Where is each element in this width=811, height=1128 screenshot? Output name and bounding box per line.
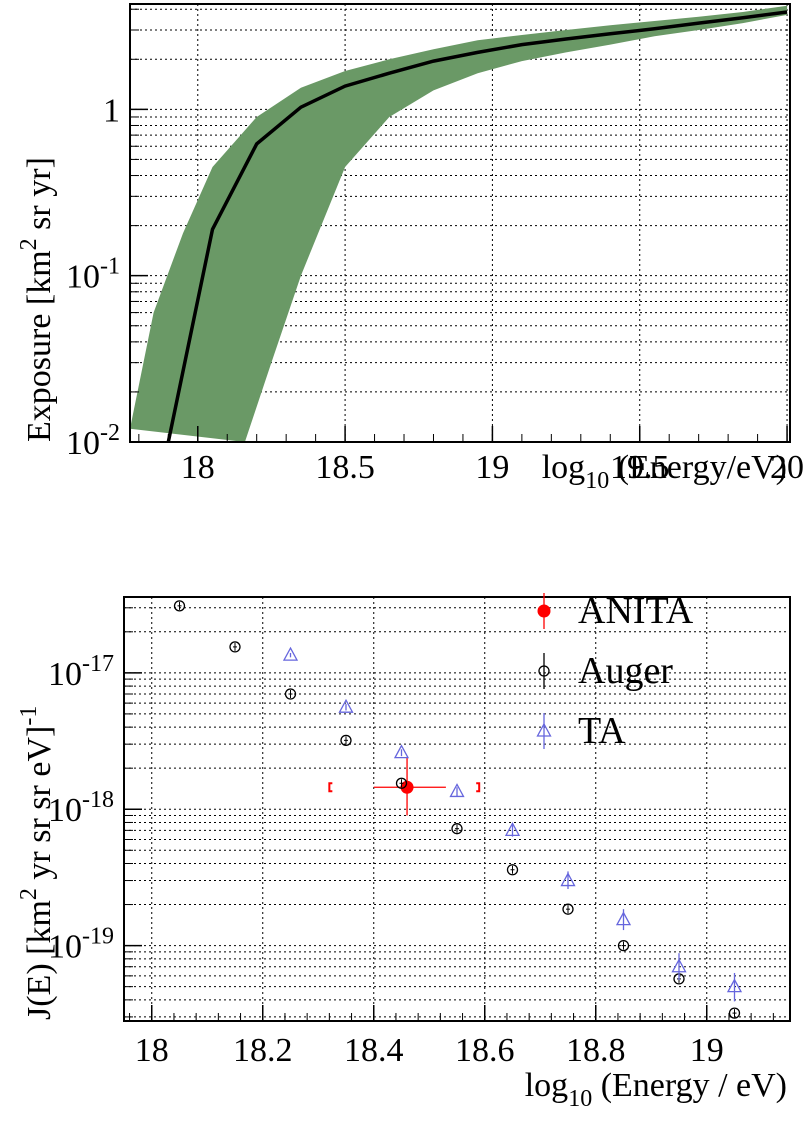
y-tick-label: 10-17 <box>48 651 114 693</box>
x-tick-label: 18.8 <box>566 1032 626 1069</box>
series-ta <box>282 646 743 1002</box>
legend-marker-auger <box>538 665 550 677</box>
ta-point <box>726 978 743 993</box>
exposure-central-layer <box>166 10 788 443</box>
y-tick-label: 10-1 <box>66 254 120 296</box>
auger-point <box>506 864 519 876</box>
legend-marker-anita <box>537 604 551 618</box>
ta-point <box>338 698 354 713</box>
series-anita <box>328 757 481 816</box>
ta-point <box>393 744 410 759</box>
y-tick-label: 10-18 <box>48 787 114 829</box>
ta-point <box>671 958 687 973</box>
y-tick-label: 10-19 <box>48 924 114 966</box>
legend-label-anita: ANITA <box>578 590 694 632</box>
legend: ANITA Auger TA <box>536 590 694 752</box>
auger-point <box>340 734 352 746</box>
ta-point <box>560 872 576 887</box>
exposure-uncertainty-band <box>130 5 788 442</box>
y-tick-label: 1 <box>103 92 120 129</box>
auger-point <box>617 939 630 952</box>
auger-point <box>173 600 186 612</box>
auger-point <box>562 903 574 915</box>
ta-point <box>504 821 521 837</box>
ta-point <box>449 783 465 798</box>
x-tick-label: 20 <box>770 449 804 486</box>
auger-point <box>451 823 463 835</box>
x-axis-title: log10 (Energy/eV) <box>542 449 787 494</box>
y-tick-label: 10-2 <box>66 420 120 462</box>
x-tick-label: 19.5 <box>610 449 670 486</box>
y-axis-title: J(E) [km2 yr sr sr eV]-1 <box>16 706 58 1020</box>
ta-point <box>615 911 632 926</box>
anita-systematic-bracket <box>328 782 333 793</box>
x-tick-label: 18 <box>181 449 215 486</box>
grid <box>124 597 790 1021</box>
x-tick-label: 19 <box>475 449 509 486</box>
x-tick-label: 18.4 <box>344 1032 404 1069</box>
exposure-band-layer <box>130 5 788 442</box>
data-points <box>173 600 743 1019</box>
x-tick-labels: 18 18.5 19 19.5 20 <box>181 449 804 486</box>
flux-chart: 18 18.2 18.4 18.6 18.8 19 10-17 10-18 10-19 ANI… <box>16 590 791 1112</box>
legend-label-ta: TA <box>578 710 626 752</box>
ta-point <box>282 646 299 661</box>
x-tick-labels: 18 18.2 18.4 18.6 18.8 19 <box>135 1032 724 1069</box>
x-tick-label: 18.2 <box>233 1032 293 1069</box>
x-tick-label: 18.5 <box>315 449 375 486</box>
x-tick-label: 18 <box>135 1032 169 1069</box>
x-axis-title: log10 (Energy / eV) <box>525 1067 787 1112</box>
x-tick-label: 19 <box>690 1032 724 1069</box>
axis-ticks <box>124 607 774 1021</box>
anita-systematic-bracket <box>476 782 481 793</box>
exposure-central-line <box>166 10 788 443</box>
y-axis-title: Exposure [km2 sr yr] <box>16 157 58 442</box>
x-tick-label: 18.6 <box>455 1032 515 1069</box>
axis-ticks <box>130 8 788 443</box>
y-tick-labels: 10-2 10-1 1 <box>66 92 120 462</box>
exposure-chart: 18 18.5 19 19.5 20 10-2 10-1 1 log10 (Energy/e… <box>16 3 804 494</box>
auger-point <box>728 1007 741 1019</box>
auger-point <box>284 688 297 700</box>
auger-point <box>395 777 408 789</box>
legend-markers <box>536 593 552 749</box>
auger-point <box>229 641 241 653</box>
legend-label-auger: Auger <box>578 650 673 692</box>
plot-frame <box>129 3 791 443</box>
series-auger <box>173 600 741 1019</box>
legend-marker-ta <box>536 722 552 737</box>
y-tick-labels: 10-17 10-18 10-19 <box>48 651 114 966</box>
